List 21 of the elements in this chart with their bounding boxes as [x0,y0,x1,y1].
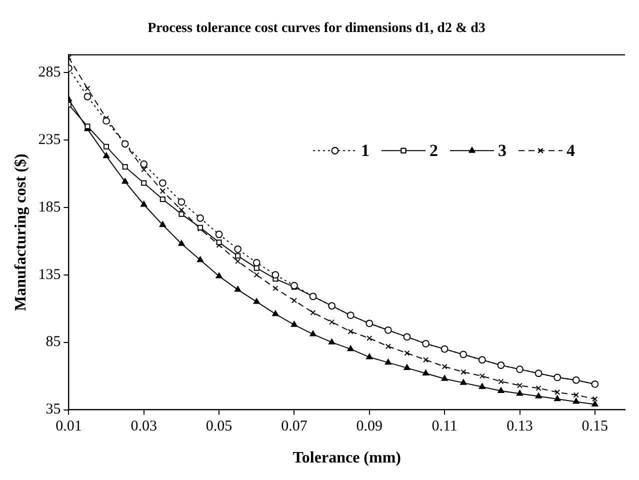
legend-label: 2 [430,141,438,160]
y-tick-label: 285 [38,64,61,80]
x-axis-title: Tolerance (mm) [292,450,401,467]
x-tick-label: 0.11 [432,418,458,435]
x-tick-label: 0.01 [56,418,82,435]
y-axis-title: Manufacturing cost ($) [12,154,30,311]
x-tick-label: 0.05 [206,418,232,435]
x-tick-label: 0.07 [281,418,308,435]
x-tick-label: 0.03 [130,418,157,435]
legend-label: 4 [566,141,576,160]
y-tick-label: 135 [38,266,61,283]
y-tick-label: 185 [38,199,61,216]
y-tick-label: 235 [38,132,61,148]
y-tick-label: 35 [46,402,61,418]
x-tick-label: 0.15 [582,418,608,435]
x-tick-label: 0.13 [506,418,533,435]
y-tick-label: 85 [46,334,61,350]
legend-label: 3 [498,141,506,160]
legend-label: 1 [361,141,370,160]
chart-title: Process tolerance cost curves for dimensions d1, d2 & d3 [148,21,486,36]
x-tick-label: 0.09 [356,418,383,435]
